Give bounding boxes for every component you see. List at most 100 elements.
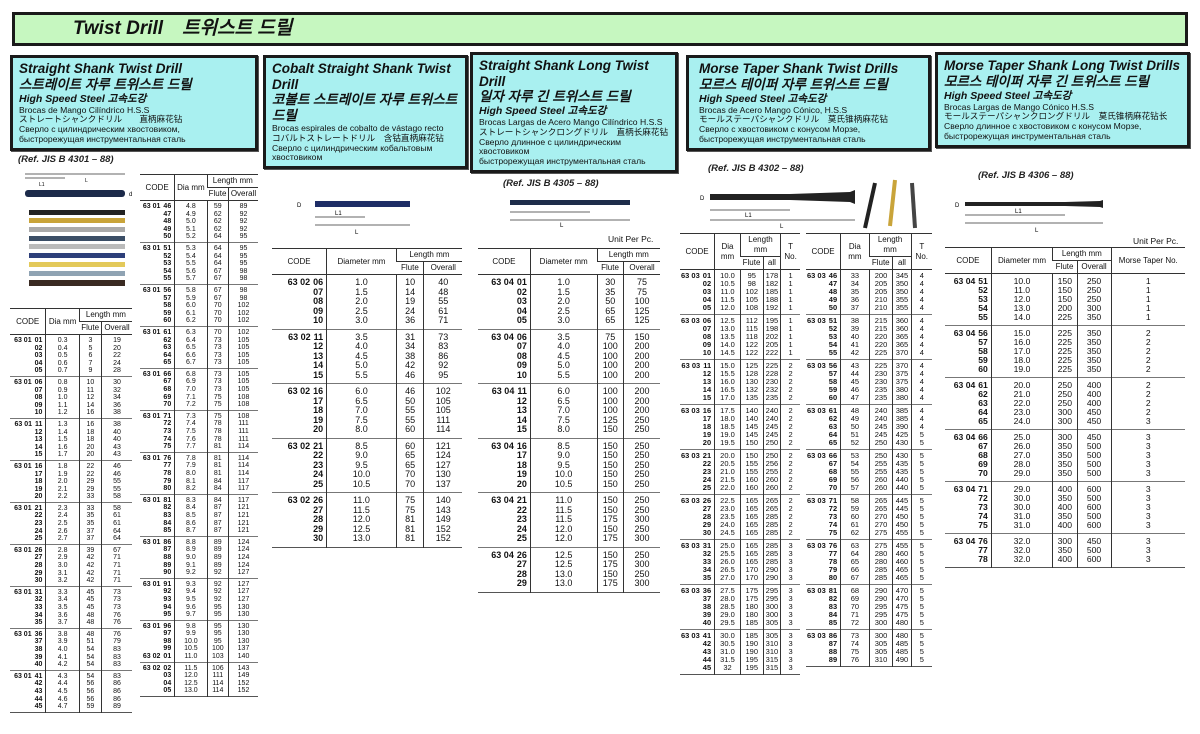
diameter-cell: 4.1 [45, 653, 80, 662]
code-cell: 53 [140, 260, 175, 268]
diameter-cell: 4.8 [174, 200, 208, 211]
code-suffix: 10 [702, 348, 712, 357]
flute-cell: 64 [206, 233, 229, 243]
code-suffix: 13 [702, 377, 712, 386]
code-suffix: 33 [34, 604, 43, 611]
table-row: 95 9.7 95 130 [140, 611, 258, 621]
overall-cell: 111 [423, 415, 462, 425]
diameter-cell: 55 [840, 468, 870, 476]
code-cell: 48 [806, 288, 841, 296]
table-row: 99 10.5 100 137 [140, 645, 258, 654]
table-row: 29 12.5 81 152 [272, 524, 462, 534]
code-cell: 03 [10, 352, 46, 360]
code-suffix: 09 [516, 360, 527, 370]
header-row: CODE Diameter mm Length mm [478, 248, 660, 275]
header-row: CODE Dia mm Length mm [140, 174, 258, 201]
overall-cell: 450 [892, 521, 912, 529]
overall-cell: 127 [228, 569, 258, 579]
flute-cell: 235 [868, 386, 893, 394]
code-suffix: 06 [516, 331, 527, 342]
code-prefix: 63 03 [681, 271, 700, 280]
diameter-cell: 26.5 [714, 566, 741, 574]
flute-cell: 33 [78, 502, 102, 513]
overall-cell: 250 [623, 547, 660, 560]
taper-no-cell: 2 [780, 529, 800, 540]
svg-text:L1: L1 [1015, 209, 1022, 215]
flute-cell: 150 [596, 524, 624, 534]
code-suffix: 47 [828, 279, 838, 288]
code-suffix: 72 [163, 420, 172, 428]
taper-no-cell: 2 [1110, 399, 1185, 408]
spec-table-morse-taper-1: CODE Dia mm Length mm T No. Flute all 63 03 01 1… [680, 233, 800, 675]
table-row: 25 22.0 160 260 2 [680, 484, 800, 495]
diameter-cell: 39 [840, 325, 870, 333]
table-row: 63 01 31 3.3 45 73 [10, 586, 132, 597]
flute-cell: 255 [868, 468, 893, 476]
diameter-cell: 9.0 [529, 450, 598, 461]
flute-cell: 34 [395, 341, 424, 352]
code-suffix: 88 [828, 647, 838, 656]
code-suffix: 27 [34, 554, 43, 562]
code-suffix: 58 [978, 346, 988, 356]
flute-cell: 33 [78, 493, 102, 503]
code-suffix: 05 [702, 303, 712, 312]
taper-no-cell: 3 [1110, 481, 1185, 494]
code-suffix: 70 [978, 468, 988, 478]
code-suffix: 60 [163, 317, 172, 325]
overall-cell: 83 [101, 645, 132, 654]
flute-cell: 150 [596, 479, 624, 493]
diameter-cell: 2.2 [45, 493, 80, 503]
overall-cell: 71 [423, 315, 462, 329]
flute-cell: 18 [78, 428, 102, 437]
code-cell: 47 [140, 211, 175, 219]
code-cell: 73 [806, 513, 841, 521]
code-suffix: 11 [313, 331, 324, 342]
code-suffix: 13 [516, 405, 527, 415]
svg-text:L1: L1 [335, 211, 342, 217]
diameter-cell: 66 [840, 566, 870, 574]
flute-cell: 75 [206, 401, 229, 411]
code-suffix: 28 [516, 568, 527, 579]
flute-cell: 81 [206, 470, 229, 478]
overall-cell: 58 [101, 502, 132, 513]
code-suffix: 44 [34, 695, 43, 703]
reference-standard: (Ref. JIS B 4302 – 88) [708, 163, 804, 174]
code-cell: 63 02 16 [272, 384, 327, 397]
code-cell: 54 [140, 268, 175, 276]
code-prefix: 63 01 [142, 370, 161, 378]
table-row: 29 24.0 165 285 2 [680, 521, 800, 529]
flute-cell: 67 [206, 294, 229, 303]
overall-cell: 73 [423, 329, 462, 342]
row-group: 63 03 41 30.0 185 305 3 42 30.5 190 310 3 43 31.0 190… [680, 629, 800, 675]
code-prefix: 63 04 [491, 549, 514, 560]
code-suffix: 07 [516, 341, 527, 351]
taper-no-cell: 5 [910, 439, 932, 450]
table-row: 74 7.6 78 111 [140, 435, 258, 444]
code-cell: 54 [945, 304, 991, 313]
table-row: 63 01 46 4.8 59 89 [140, 200, 258, 211]
table-row: 02 0.4 5 20 [10, 344, 132, 353]
overall-cell: 55 [101, 478, 132, 486]
flute-cell: 19 [395, 296, 424, 307]
table-row: 64 51 245 425 5 [806, 431, 932, 439]
code-cell: 63 01 66 [140, 368, 175, 378]
code-cell: 17 [272, 396, 327, 407]
table-row: 07 13.0 115 198 1 [680, 325, 800, 333]
diameter-cell: 4.9 [174, 210, 208, 219]
code-suffix: 11 [517, 386, 527, 396]
overall-cell: 105 [228, 378, 258, 387]
flute-cell: 81 [206, 452, 229, 463]
row-group: 63 04 26 12.5 150 250 27 12.5 175 300 28 13.0 150 25… [478, 547, 660, 592]
header-row: CODE Diameter mm Length mm Morse Taper No. [945, 247, 1185, 274]
overall-cell: 121 [228, 504, 258, 512]
box-material: High Speed Steel 고속도강 [699, 92, 827, 105]
flute-cell: 114 [206, 687, 229, 697]
diameter-cell: 1.2 [45, 409, 80, 419]
row-group: 63 02 21 8.5 60 121 22 9.0 65 124 23 9.5 65 127 24 10.… [272, 438, 462, 493]
table-row: 19 2.1 29 55 [10, 485, 132, 494]
flute-cell: 150 [596, 438, 624, 451]
code-cell: 67 [806, 460, 841, 468]
code-suffix: 80 [828, 573, 838, 582]
table-row: 89 76 310 490 5 [806, 656, 932, 667]
code-cell: 85 [806, 619, 841, 630]
